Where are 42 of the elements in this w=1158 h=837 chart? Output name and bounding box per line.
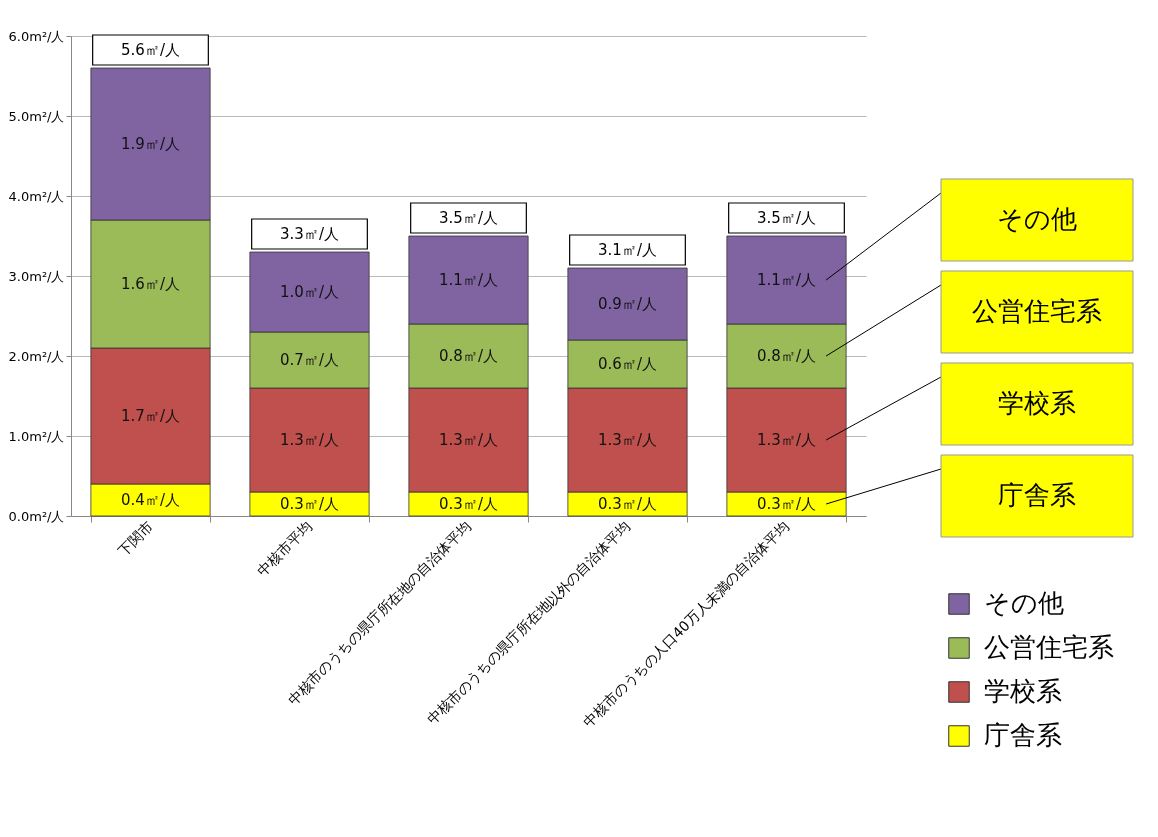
data-label: 1.3㎡/人 <box>439 431 498 449</box>
data-label: 0.3㎡/人 <box>439 495 498 513</box>
x-tick-label: 中核市平均 <box>254 518 315 579</box>
data-label: 1.3㎡/人 <box>280 431 339 449</box>
text: その他 <box>997 204 1077 234</box>
data-label: 0.6㎡/人 <box>598 355 657 373</box>
y-tick-label: 1.0m²/人 <box>8 428 65 444</box>
y-tick-label: 0.0m²/人 <box>8 508 65 524</box>
y-tick-label: 4.0m²/人 <box>8 188 65 204</box>
text: 庁舎系 <box>998 480 1076 510</box>
data-label: 1.7㎡/人 <box>121 407 180 425</box>
legend-label: その他 <box>984 588 1064 618</box>
data-label: 1.0㎡/人 <box>280 283 339 301</box>
total-label: 5.6㎡/人 <box>121 41 180 59</box>
data-label: 1.3㎡/人 <box>598 431 657 449</box>
data-label: 1.3㎡/人 <box>757 431 816 449</box>
text: 学校系 <box>998 388 1076 418</box>
y-tick-label: 2.0m²/人 <box>8 348 65 364</box>
data-label: 1.1㎡/人 <box>439 271 498 289</box>
data-label: 1.6㎡/人 <box>121 275 180 293</box>
data-label: 0.3㎡/人 <box>598 495 657 513</box>
y-tick-label: 6.0m²/人 <box>8 28 65 44</box>
legend-label: 学校系 <box>984 676 1062 706</box>
data-label: 0.9㎡/人 <box>598 295 657 313</box>
total-label: 3.5㎡/人 <box>757 209 816 227</box>
text: 公営住宅系 <box>972 296 1102 326</box>
x-tick-label: 下関市 <box>114 518 156 560</box>
legend-label: 公営住宅系 <box>984 632 1114 662</box>
data-label: 0.3㎡/人 <box>280 495 339 513</box>
data-label: 0.3㎡/人 <box>757 495 816 513</box>
total-label: 3.3㎡/人 <box>280 225 339 243</box>
data-label: 0.8㎡/人 <box>757 347 816 365</box>
total-label: 3.1㎡/人 <box>598 241 657 259</box>
legend-label: 庁舎系 <box>984 720 1062 750</box>
total-label: 3.5㎡/人 <box>439 209 498 227</box>
data-label: 0.7㎡/人 <box>280 351 339 369</box>
data-label: 1.1㎡/人 <box>757 271 816 289</box>
data-label: 0.4㎡/人 <box>121 491 180 509</box>
y-tick-label: 3.0m²/人 <box>8 268 65 284</box>
data-label: 1.9㎡/人 <box>121 135 180 153</box>
data-label: 0.8㎡/人 <box>439 347 498 365</box>
y-tick-label: 5.0m²/人 <box>8 108 65 124</box>
